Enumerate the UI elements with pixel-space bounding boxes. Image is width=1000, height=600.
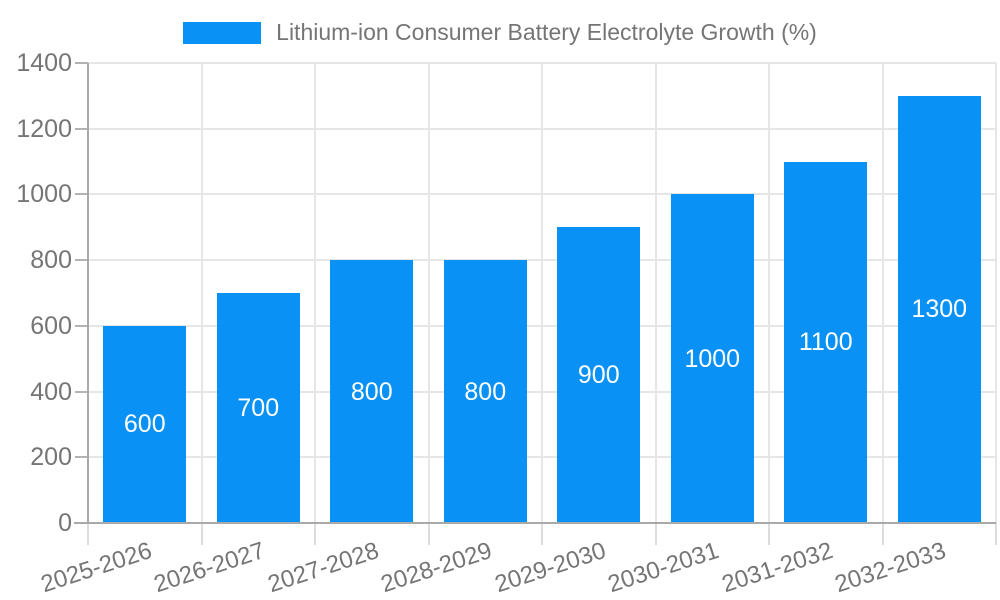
bar-value-label: 1300 xyxy=(911,295,968,324)
bar[interactable] xyxy=(216,293,300,523)
v-gridline xyxy=(541,63,543,523)
y-tick xyxy=(75,390,88,393)
v-gridline xyxy=(881,63,884,523)
v-gridline xyxy=(200,63,203,523)
v-gridline xyxy=(995,63,997,523)
y-axis-label: 800 xyxy=(30,246,72,275)
x-tick xyxy=(541,523,543,545)
y-tick xyxy=(75,127,88,130)
bar[interactable] xyxy=(103,325,187,523)
bar[interactable] xyxy=(784,161,868,523)
bar[interactable] xyxy=(557,227,641,523)
legend-label: Lithium-ion Consumer Battery Electrolyte… xyxy=(276,19,817,45)
x-axis-label: 2028-2029 xyxy=(378,537,496,599)
x-tick xyxy=(314,523,316,545)
bar-value-label: 700 xyxy=(237,394,280,422)
x-tick xyxy=(881,523,884,545)
v-gridline xyxy=(654,63,657,523)
y-tick xyxy=(75,456,88,459)
y-tick xyxy=(75,62,88,64)
x-tick xyxy=(200,523,203,545)
x-tick xyxy=(768,523,770,545)
x-axis-label: 2025-2026 xyxy=(37,537,156,599)
bar-value-label: 800 xyxy=(350,377,393,406)
x-axis-label: 2030-2031 xyxy=(605,537,723,599)
bar-value-label: 1100 xyxy=(798,328,853,357)
y-axis-label: 1400 xyxy=(16,49,72,77)
v-gridline xyxy=(427,63,430,523)
x-axis-label: 2032-2033 xyxy=(832,537,950,599)
y-tick xyxy=(75,193,88,196)
bar-value-label: 600 xyxy=(123,410,166,439)
y-axis-label: 400 xyxy=(30,377,72,406)
y-axis-label: 1000 xyxy=(16,180,72,209)
bar[interactable] xyxy=(670,194,754,523)
x-axis-label: 2027-2028 xyxy=(264,537,383,599)
x-axis-label: 2026-2027 xyxy=(151,537,269,599)
x-axis-label: 2031-2032 xyxy=(718,537,837,599)
bar[interactable] xyxy=(897,95,981,523)
y-axis-label: 1200 xyxy=(16,114,72,143)
legend-swatch xyxy=(183,21,262,44)
y-axis-label: 0 xyxy=(58,509,72,537)
y-tick xyxy=(75,259,88,262)
x-tick xyxy=(87,523,89,545)
bar[interactable] xyxy=(330,260,414,523)
x-tick xyxy=(427,523,430,545)
x-tick xyxy=(995,523,997,545)
y-axis-label: 600 xyxy=(30,311,72,340)
y-tick xyxy=(75,324,88,327)
x-tick xyxy=(654,523,657,545)
v-gridline xyxy=(314,63,316,523)
y-axis-label: 200 xyxy=(30,443,72,472)
x-axis-label: 2029-2030 xyxy=(491,537,610,599)
bar-value-label: 800 xyxy=(464,377,507,406)
bar[interactable] xyxy=(443,260,527,523)
v-gridline xyxy=(768,63,770,523)
x-axis-line xyxy=(74,522,996,524)
legend: Lithium-ion Consumer Battery Electrolyte… xyxy=(0,19,1000,46)
bar-value-label: 1000 xyxy=(684,344,741,373)
y-axis-line xyxy=(87,63,89,523)
bar-value-label: 900 xyxy=(577,361,620,390)
